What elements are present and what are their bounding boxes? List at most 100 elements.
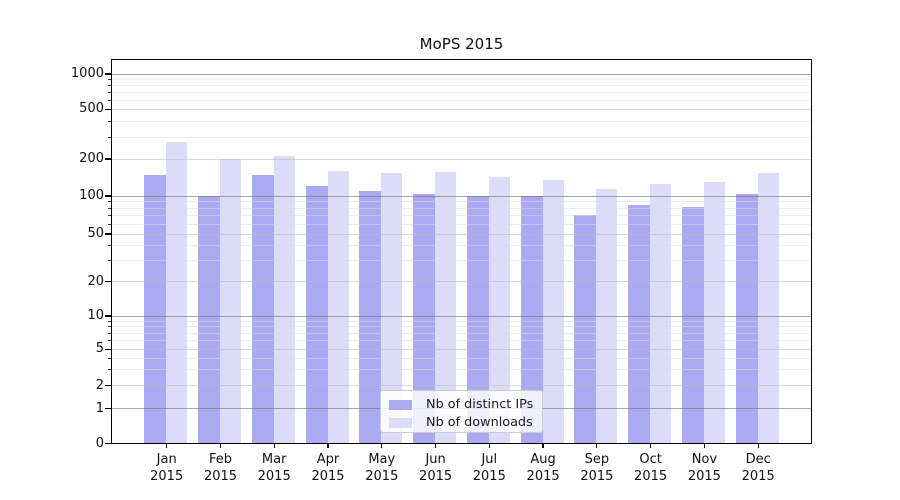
y-tick-label-500: 500: [79, 101, 104, 117]
y-tick-label-1: 1: [95, 400, 104, 416]
bar-apr-distinct-ips: [305, 185, 328, 443]
month-year: 2015: [687, 468, 721, 484]
y-tick-mark: [105, 442, 112, 445]
x-tick-mark: [650, 443, 652, 448]
y-tick-label-5: 5: [95, 341, 104, 357]
x-tick-mark: [327, 443, 329, 448]
x-tick-mark: [596, 443, 598, 448]
y-minor-tick-mark: [108, 340, 112, 341]
bar-mar-downloads: [273, 155, 295, 443]
bar-dec-distinct-ips: [735, 193, 758, 443]
y-tick-label-20: 20: [87, 273, 104, 289]
month-name: Jul: [481, 452, 498, 467]
x-tick-label-mar: Mar 2015: [242, 452, 306, 485]
month-name: Apr: [316, 452, 340, 467]
month-year: 2015: [311, 468, 345, 484]
month-year: 2015: [526, 468, 560, 484]
bar-aug-distinct-ips: [520, 195, 543, 443]
month-year: 2015: [419, 468, 453, 484]
bar-nov-downloads: [703, 181, 725, 443]
month-name: Jan: [156, 452, 177, 467]
y-minor-tick-mark: [108, 320, 112, 322]
y-tick-mark: [105, 384, 112, 387]
y-minor-tick-mark: [108, 99, 112, 101]
month-name: Nov: [691, 452, 718, 467]
y-tick-mark: [105, 233, 112, 235]
x-tick-label-aug: Aug 2015: [511, 452, 575, 485]
y-tick-mark: [105, 315, 112, 317]
bar-jul-distinct-ips: [466, 195, 489, 443]
plot-area: Nb of distinct IPs Nb of downloads: [111, 59, 812, 444]
y-tick-label-1000: 1000: [70, 66, 104, 81]
month-year: 2015: [472, 468, 506, 484]
bar-nov-distinct-ips: [681, 207, 704, 443]
x-tick-mark: [381, 443, 383, 448]
y-tick-mark: [105, 407, 112, 410]
y-minor-tick-mark: [108, 78, 112, 80]
month-year: 2015: [257, 468, 291, 484]
y-tick-label-10: 10: [87, 308, 104, 323]
x-tick-label-apr: Apr 2015: [296, 452, 360, 485]
y-tick-mark: [105, 195, 112, 197]
bar-mar-distinct-ips: [251, 174, 274, 443]
x-tick-label-jan: Jan 2015: [135, 452, 199, 485]
y-minor-tick-mark: [108, 91, 112, 93]
x-tick-label-oct: Oct 2015: [619, 452, 683, 485]
bar-aug-downloads: [542, 179, 564, 443]
y-tick-label-100: 100: [79, 188, 104, 203]
x-tick-mark: [542, 443, 544, 448]
x-tick-mark: [703, 443, 706, 448]
x-tick-label-nov: Nov 2015: [672, 452, 736, 485]
y-minor-tick-mark: [108, 357, 112, 359]
y-minor-tick-mark: [108, 215, 112, 217]
month-name: Jun: [425, 452, 446, 467]
y-minor-tick-mark: [108, 223, 112, 225]
bar-may-downloads: [381, 173, 403, 443]
bar-jul-downloads: [488, 177, 510, 443]
x-tick-label-feb: Feb 2015: [189, 452, 253, 485]
bar-may-distinct-ips: [359, 191, 382, 443]
bar-feb-downloads: [220, 158, 241, 443]
y-tick-mark: [105, 158, 112, 160]
legend-swatch: [389, 417, 412, 428]
legend-swatch: [389, 399, 412, 410]
bars-layer: [112, 60, 811, 443]
bar-apr-downloads: [327, 171, 349, 443]
bar-oct-downloads: [650, 184, 672, 443]
month-year: 2015: [580, 468, 614, 484]
chart-title: MoPS 2015: [419, 35, 504, 53]
y-tick-mark: [105, 73, 112, 75]
y-tick-mark: [105, 348, 112, 350]
y-tick-mark: [105, 108, 112, 110]
y-tick-label-2: 2: [95, 377, 104, 393]
bar-oct-distinct-ips: [628, 205, 651, 443]
legend-item-distinct-ips: Nb of distinct IPs: [389, 396, 542, 413]
bar-jan-distinct-ips: [144, 174, 167, 443]
y-minor-tick-mark: [108, 201, 112, 203]
month-name: Oct: [639, 452, 662, 467]
month-name: Sep: [584, 452, 610, 467]
legend: Nb of distinct IPs Nb of downloads: [380, 390, 543, 433]
x-tick-label-dec: Dec 2015: [726, 452, 790, 485]
bar-sep-downloads: [596, 188, 618, 443]
legend-item-downloads: Nb of downloads: [389, 414, 542, 431]
y-minor-tick-mark: [108, 332, 112, 334]
bar-dec-downloads: [757, 173, 779, 443]
y-tick-mark: [105, 281, 112, 283]
y-minor-tick-mark: [108, 136, 112, 138]
bar-jun-downloads: [435, 171, 457, 443]
bar-jun-distinct-ips: [413, 193, 436, 443]
month-year: 2015: [634, 468, 668, 484]
legend-label: Nb of distinct IPs: [426, 397, 534, 412]
x-tick-label-jun: Jun 2015: [404, 452, 468, 485]
month-name: Dec: [745, 452, 771, 467]
x-tick-mark: [273, 443, 275, 448]
month-name: Mar: [261, 452, 287, 467]
bar-jan-downloads: [166, 142, 188, 443]
x-tick-mark: [166, 443, 168, 448]
month-name: Aug: [530, 452, 556, 467]
y-tick-label-0: 0: [95, 435, 104, 451]
y-minor-tick-mark: [108, 245, 112, 247]
y-minor-tick-mark: [108, 207, 112, 209]
